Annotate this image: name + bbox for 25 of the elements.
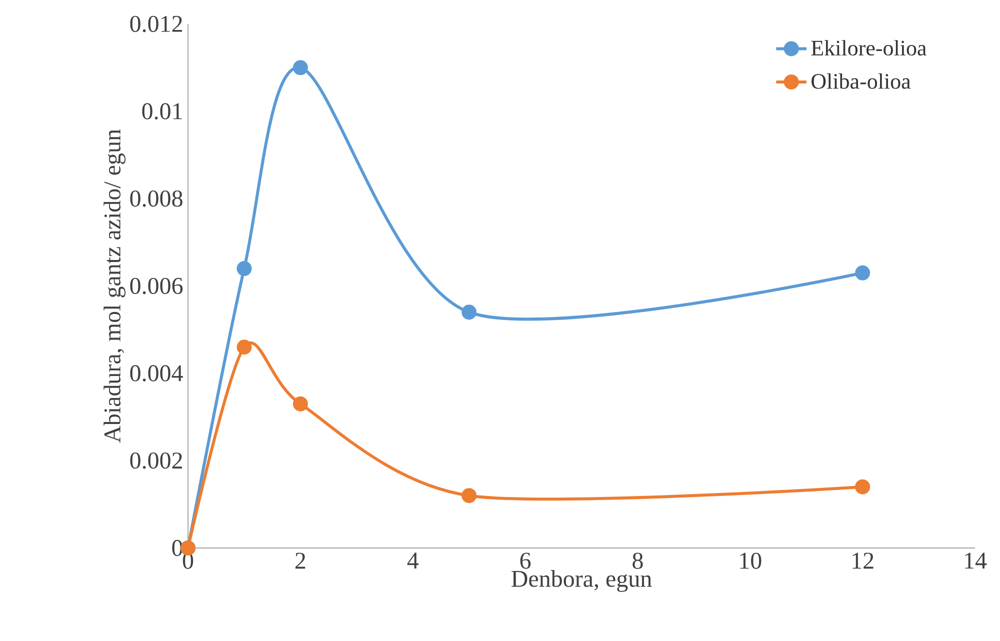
x-tick-label: 6 — [520, 552, 531, 569]
x-tick-label: 12 — [852, 552, 874, 569]
y-tick-label: 0.01 — [142, 103, 182, 120]
point — [855, 265, 870, 280]
y-tick-label: 0.006 — [130, 278, 183, 294]
x-tick-label: 4 — [407, 552, 418, 568]
point — [236, 340, 252, 355]
point — [855, 479, 870, 494]
point — [292, 396, 308, 412]
x-tick-label: 14 — [965, 552, 987, 569]
y-tick-label: 0.002 — [130, 452, 182, 469]
point — [292, 60, 308, 76]
y-axis-title: Abiadura, mol gantz azido/ egun — [104, 129, 126, 443]
point — [236, 261, 252, 276]
x-tick-label: 2 — [295, 552, 306, 569]
x-tick-label: 8 — [632, 552, 643, 569]
y-tick-label: 0.008 — [130, 190, 182, 207]
point — [462, 488, 477, 504]
point — [462, 304, 477, 320]
x-tick-label: 10 — [740, 552, 762, 569]
x-axis-title: Denbora, egun — [512, 570, 652, 592]
legend-label: Ekilore-olioa — [811, 40, 926, 56]
legend-label: Oliba-olioa — [812, 73, 911, 89]
y-tick-label: 0.004 — [130, 365, 183, 382]
y-tick-label: 0.012 — [130, 16, 182, 32]
